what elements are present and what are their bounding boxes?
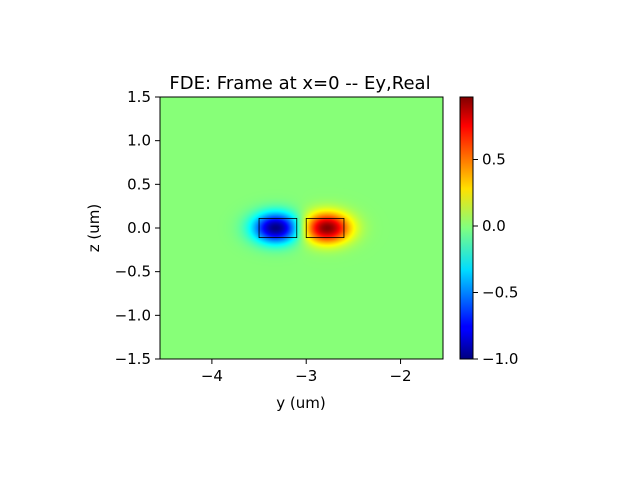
y-tick-label: −1.0 bbox=[115, 306, 151, 324]
x-axis-label: y (um) bbox=[276, 394, 325, 412]
x-axis: −4 −3 −2 bbox=[201, 359, 412, 385]
x-tick-label: −3 bbox=[295, 367, 317, 385]
y-tick-label: −1.5 bbox=[115, 350, 151, 368]
colorbar: 0.5 0.0 −0.5 −1.0 bbox=[459, 96, 518, 368]
waveguide-outline bbox=[258, 217, 298, 239]
y-tick-label: 0.5 bbox=[127, 175, 151, 193]
colorbar-tick-label: −1.0 bbox=[482, 350, 518, 368]
heatmap-image bbox=[160, 97, 443, 359]
y-tick-label: −0.5 bbox=[115, 263, 151, 281]
colorbar-tick-label: −0.5 bbox=[482, 284, 518, 302]
plot-area bbox=[159, 96, 444, 360]
waveguide-outlines bbox=[258, 217, 345, 239]
colorbar-ticks: 0.5 0.0 −0.5 −1.0 bbox=[473, 151, 518, 368]
y-tick-label: 0.0 bbox=[127, 219, 151, 237]
y-tick-label: 1.5 bbox=[127, 88, 151, 106]
x-tick-label: −2 bbox=[389, 367, 411, 385]
colorbar-tick-label: 0.5 bbox=[482, 151, 506, 169]
colorbar-gradient bbox=[459, 96, 474, 360]
waveguide-outline bbox=[305, 217, 345, 239]
y-axis: 1.5 1.0 0.5 0.0 −0.5 −1.0 −1.5 bbox=[115, 88, 160, 368]
colorbar-tick-label: 0.0 bbox=[482, 217, 506, 235]
y-axis-label: z (um) bbox=[85, 204, 103, 252]
chart-title: FDE: Frame at x=0 -- Ey,Real bbox=[169, 73, 430, 94]
x-tick-label: −4 bbox=[201, 367, 223, 385]
y-tick-label: 1.0 bbox=[127, 132, 151, 150]
